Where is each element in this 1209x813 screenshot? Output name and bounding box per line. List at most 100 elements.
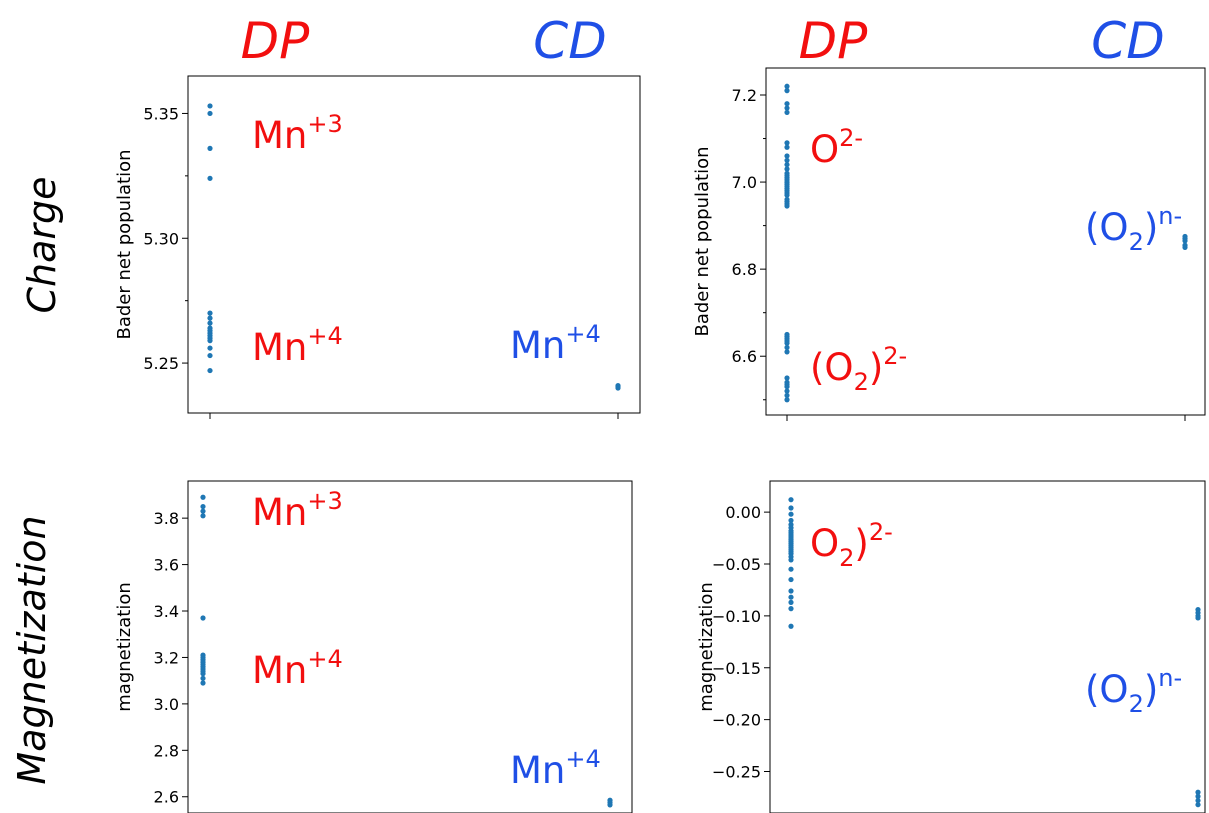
y-tick-label: −0.05 [712,555,761,574]
annotation-superscript: +4 [565,320,600,348]
data-point-cd [615,385,621,391]
data-point-cd [607,802,613,808]
data-point-dp [788,576,794,583]
data-point-dp [784,344,790,351]
annotation-superscript: n- [1158,202,1182,230]
data-point-dp [784,109,790,116]
y-tick-label: 7.0 [732,173,757,192]
data-point-cd [1195,793,1201,800]
annotation-base: Mn [510,749,565,792]
plot-frame [769,480,1206,813]
data-point-dp [788,599,794,605]
data-point-cd [1195,615,1201,621]
data-point-dp [788,566,794,572]
data-point-dp [784,83,790,89]
annotation-superscript: n- [1158,664,1182,692]
annotation-subscript: 2 [854,368,869,396]
species-annotation: Mn+4 [510,320,601,367]
y-tick-label: −0.25 [712,763,761,782]
data-point-dp [207,338,213,344]
annotation-superscript: +4 [307,322,342,350]
y-tick-label: 3.0 [154,695,179,714]
data-point-dp [207,175,213,181]
annotation-subscript: 2 [1129,690,1144,718]
species-annotation: Mn+4 [252,645,343,692]
data-point-cd [1182,238,1188,244]
data-point-dp [207,110,213,117]
data-point-dp [784,162,790,168]
annotation-subscript: 2 [839,544,854,572]
annotation-superscript: +3 [307,110,342,138]
annotation-base: Mn [252,326,307,369]
data-point-cd [1195,789,1201,795]
data-point-dp [784,388,790,394]
y-axis-label: Bader net population [692,146,713,336]
y-tick-label: 3.8 [154,509,179,528]
y-tick-label: 3.6 [154,556,179,575]
y-tick-label: 6.6 [732,347,757,366]
data-point-dp [200,513,206,519]
annotation-superscript: +3 [307,487,342,515]
data-point-dp [207,320,213,326]
y-tick-label: 0.00 [725,503,761,522]
annotation-subscript: 2 [1129,228,1144,256]
data-point-dp [200,503,206,510]
y-tick-label: −0.20 [712,711,761,730]
data-point-dp [788,594,794,600]
y-axis-label: magnetization [114,582,135,712]
data-point-cd [1195,797,1201,804]
annotation-base: (O [1085,206,1129,249]
data-point-dp [200,494,206,500]
plot-frame [187,480,633,813]
species-annotation: (O2)n- [1085,202,1182,256]
annotation-base: Mn [252,114,307,157]
species-annotation: Mn+4 [510,745,601,792]
data-point-dp [784,340,790,346]
data-point-dp [784,105,790,111]
y-tick-label: 5.25 [143,354,179,373]
row-label-magnetization: Magnetization [10,515,54,784]
data-point-dp [784,166,790,172]
annotation-tail: ) [854,522,868,565]
annotation-base: Mn [252,649,307,692]
annotation-superscript: 2- [839,124,863,152]
data-point-dp [784,397,790,403]
data-point-dp [200,615,206,621]
panel-o_mag: −0.25 −0.20 −0.15 −0.10 −0.05 0.00 magnetizati… [696,480,1206,813]
data-point-dp [788,588,794,594]
data-point-dp [788,606,794,612]
species-annotation: Mn+3 [252,487,343,534]
annotation-base: Mn [510,324,565,367]
plot-frame [765,67,1206,416]
y-tick-label: 3.2 [154,648,179,667]
data-point-dp [200,671,206,677]
species-annotation: O2- [810,124,863,171]
y-tick-label: 5.30 [143,229,179,248]
data-point-dp [788,623,794,629]
y-tick-label: 5.35 [143,104,179,123]
data-point-dp [788,557,794,563]
annotation-base: O [810,128,839,171]
column-header-cd: CD [1091,12,1164,70]
species-annotation: Mn+4 [252,322,343,369]
data-point-cd [1195,802,1201,808]
y-tick-label: 2.6 [154,788,179,807]
data-point-dp [784,349,790,355]
annotation-base: (O [810,346,854,389]
data-point-dp [784,392,790,399]
annotation-base: O [810,522,839,565]
annotation-base: Mn [252,491,307,534]
data-point-dp [784,203,790,209]
data-point-dp [207,352,213,359]
data-point-dp [200,680,206,686]
annotation-tail: ) [1144,668,1158,711]
annotation-superscript: 2- [883,342,907,370]
annotation-superscript: +4 [307,645,342,673]
y-tick-label: 7.2 [732,86,757,105]
data-point-dp [207,145,213,151]
data-point-dp [784,157,790,163]
y-tick-label: 2.8 [154,741,179,760]
data-point-dp [784,144,790,150]
